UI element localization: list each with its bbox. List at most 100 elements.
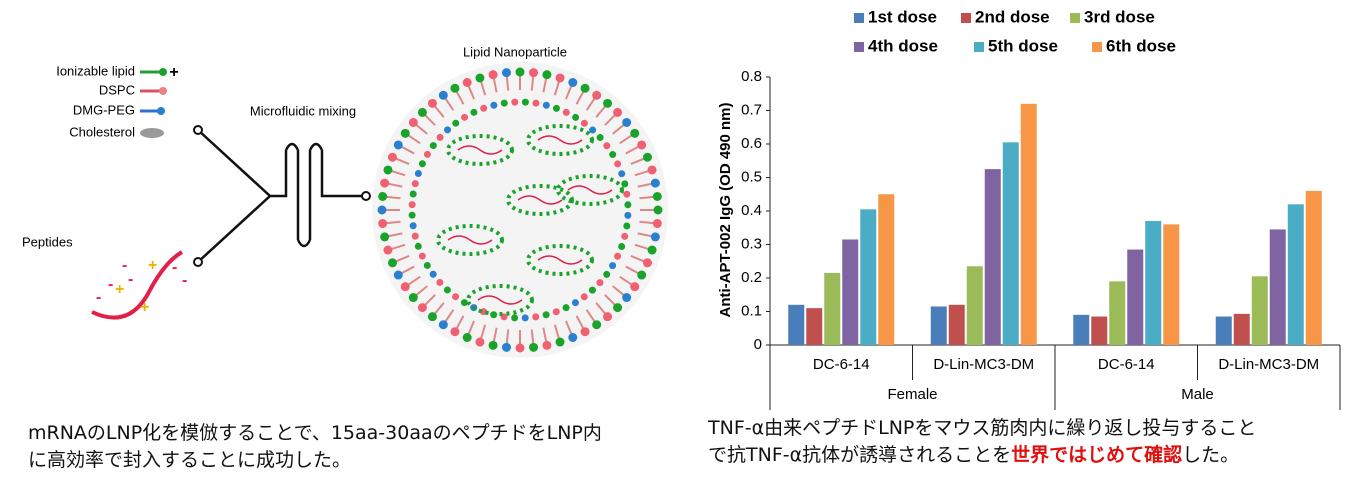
y-tick-label: 0.2 [741, 269, 762, 286]
peptide [91, 250, 184, 320]
lipid-head [603, 312, 613, 322]
y-axis-label: Anti-APT-002 IgG (OD 490 nm) [717, 102, 734, 317]
lipid-head [588, 286, 596, 294]
lipid-head [572, 113, 580, 121]
x-tick-label: D-Lin-MC3-DM [1218, 356, 1319, 373]
micelle [446, 134, 514, 166]
channel [284, 142, 324, 248]
lipid-head [630, 282, 640, 292]
lipid-head [501, 342, 511, 352]
legend-label: DSPC [99, 82, 135, 97]
y-tick-label: 0 [754, 336, 762, 353]
lipid-head [521, 314, 529, 322]
lipid-head [409, 190, 417, 198]
lipid-head [515, 67, 525, 77]
lipid-head [378, 191, 388, 201]
y-tick-label: 0.3 [741, 235, 762, 252]
lipid-head [383, 165, 393, 175]
lipid-head [423, 150, 431, 158]
lipid-head [613, 107, 623, 117]
bar [842, 239, 859, 345]
lipid-head [500, 99, 508, 107]
lipid-head [621, 232, 629, 240]
icon [159, 68, 167, 76]
lipid-head [624, 211, 632, 219]
bar [1251, 276, 1268, 345]
bar [806, 308, 823, 345]
bar [1091, 316, 1108, 345]
y-tick-label: 0.7 [741, 101, 762, 118]
bar [1305, 190, 1322, 345]
lipid-head [460, 299, 468, 307]
lipid-head [580, 119, 588, 127]
inlet [193, 125, 203, 135]
bar [878, 194, 895, 345]
legend-swatch [854, 42, 864, 52]
lipid-head [571, 299, 579, 307]
lipid-head [642, 152, 652, 162]
lipid-head [614, 160, 622, 168]
bar [824, 272, 841, 345]
lipid-head [580, 293, 588, 301]
lipid-head [630, 128, 640, 138]
legend-swatch [961, 13, 971, 23]
lipid-head [637, 140, 647, 150]
diagram-label: Peptides [22, 234, 73, 249]
charge: - [108, 276, 113, 293]
lipid-head [438, 90, 448, 100]
icon [157, 107, 165, 115]
lipid-head [614, 252, 622, 260]
lipid-head [450, 327, 460, 337]
lipid-head [408, 201, 416, 209]
bar [948, 304, 965, 345]
lipid-head [552, 104, 560, 112]
plus-sign: + [169, 64, 178, 81]
lipid-head [462, 332, 472, 342]
lipid-head [388, 258, 398, 268]
micelle [556, 174, 624, 206]
lipid-head [596, 134, 604, 142]
lipid-head [427, 98, 437, 108]
legend-label: 5th dose [988, 36, 1058, 55]
lipid-head [622, 117, 632, 127]
lipid-head [414, 242, 422, 250]
outlet [361, 191, 371, 201]
lipid-head [589, 126, 597, 134]
lipid-head [580, 83, 590, 93]
channel [197, 129, 362, 263]
charge: + [148, 257, 157, 274]
legend-label: 4th dose [868, 36, 938, 55]
y-tick-label: 0.4 [741, 202, 762, 219]
cargo [457, 145, 503, 155]
lipid-head [378, 219, 388, 229]
lipid-head [436, 133, 444, 141]
lipid-head [418, 160, 426, 168]
lipid-head [383, 245, 393, 255]
lipid-head [488, 340, 498, 350]
lipid-head [480, 104, 488, 112]
lipid-head [652, 191, 662, 201]
lipid-head [592, 320, 602, 330]
charge: + [140, 299, 149, 316]
bar [1002, 142, 1019, 345]
legend-label: 2nd dose [975, 7, 1050, 26]
charge: - [182, 272, 187, 289]
bar [1269, 229, 1286, 345]
legend-label: 6th dose [1106, 36, 1176, 55]
lipid-head [568, 78, 578, 88]
lipid-head [418, 252, 426, 260]
micelle [466, 284, 534, 316]
lipid-head [542, 70, 552, 80]
lipid-head [436, 278, 444, 286]
micelle [526, 244, 594, 276]
lipid-head [623, 190, 631, 198]
lipid-head [501, 68, 511, 78]
lipid-head [409, 222, 417, 230]
lipid-head [580, 327, 590, 337]
lipid-head [609, 262, 617, 270]
y-tick-label: 0.5 [741, 168, 762, 185]
lipid-head [555, 73, 565, 83]
lipid-head [529, 68, 539, 78]
